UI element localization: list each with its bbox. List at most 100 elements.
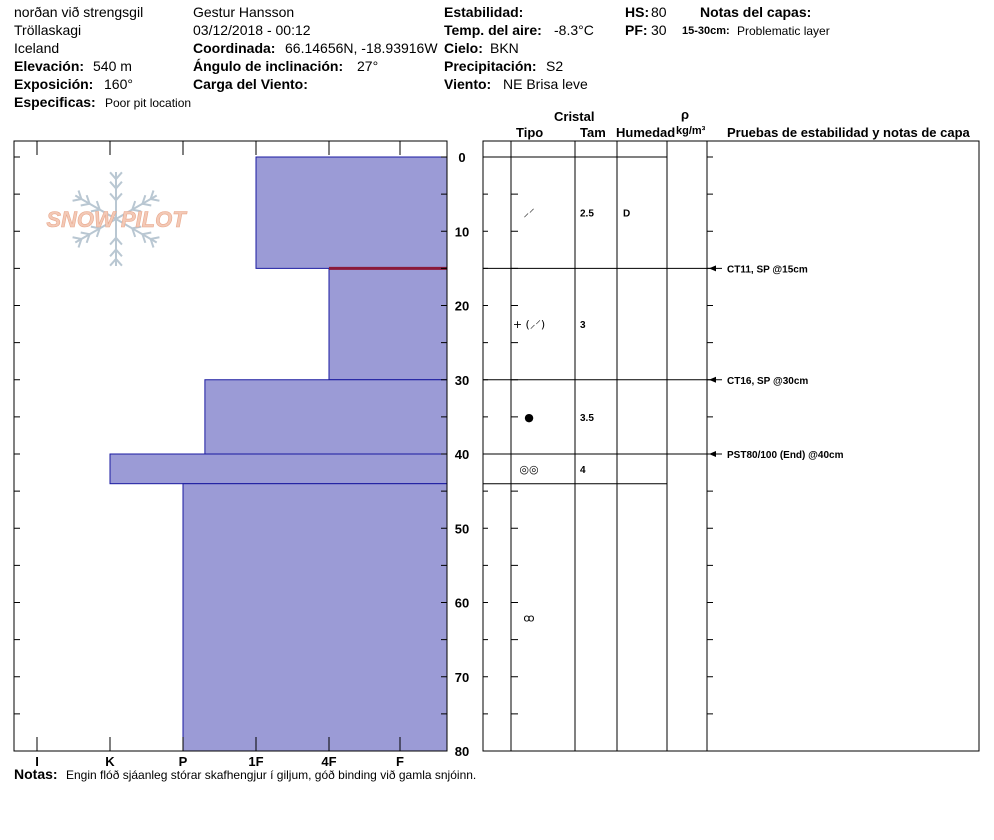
sky-label: Cielo: xyxy=(444,40,483,56)
snowpilot-logo: SNOW PILOT xyxy=(46,171,188,267)
crystal-size-value: 2.5 xyxy=(580,209,594,220)
depth-tick-label: 0 xyxy=(458,150,465,165)
specifics-label: Especificas: xyxy=(14,94,96,110)
country-name: Iceland xyxy=(14,40,60,56)
snowflake-branch xyxy=(109,181,117,190)
depth-tick-label: 30 xyxy=(455,373,469,388)
precipitation-value: S2 xyxy=(546,58,564,74)
snowflake-branch xyxy=(80,202,90,207)
test-arrow xyxy=(709,265,716,272)
coordinate-value: 66.14656N, -18.93916W xyxy=(285,40,438,56)
snowpilot-logo-text: SNOW PILOT xyxy=(46,207,187,232)
crystal-type-symbol: ꝏ xyxy=(523,611,534,624)
snowflake-branch xyxy=(150,236,160,240)
hardness-bar xyxy=(255,156,448,269)
stability-label: Estabilidad: xyxy=(444,4,524,20)
crystal-header: Cristal xyxy=(554,109,595,124)
hardness-tick-label: I xyxy=(35,754,39,769)
snowflake-branch xyxy=(150,198,160,202)
snowflake-branch xyxy=(115,248,123,257)
aspect-value: 160° xyxy=(104,76,133,92)
coordinate-label: Coordinada: xyxy=(193,40,276,56)
rho-header: ρ xyxy=(681,107,690,122)
layer-notes-label: Notas del capas: xyxy=(700,4,812,20)
hardness-bar xyxy=(109,453,448,485)
density-unit-header: kg/m³ xyxy=(676,125,706,137)
test-arrow xyxy=(709,451,716,457)
snowflake-branch xyxy=(85,194,91,205)
type-header: Tipo xyxy=(516,125,544,140)
pf-value: 30 xyxy=(651,22,667,38)
crystal-size-value: 4 xyxy=(580,465,586,476)
wind-value: NE Brisa leve xyxy=(503,76,588,92)
snowflake-branch xyxy=(115,237,123,246)
crystal-type-symbol: + (⸝⸍) xyxy=(513,318,545,331)
snowflake-branch xyxy=(109,258,117,267)
hardness-tick-label: K xyxy=(105,754,115,769)
tests-header: Pruebas de estabilidad y notas de capa xyxy=(727,125,970,140)
hs-value: 80 xyxy=(651,4,667,20)
snowflake-arm xyxy=(74,194,117,220)
crystal-size-value: 3 xyxy=(580,320,586,331)
hardness-bar xyxy=(328,267,448,381)
moisture-header: Humedad xyxy=(616,125,676,140)
pf-label: PF: xyxy=(625,22,648,38)
stability-test-label: PST80/100 (End) @40cm xyxy=(727,450,844,461)
wind-load-label: Carga del Viento: xyxy=(193,76,308,92)
depth-tick-label: 50 xyxy=(455,521,469,536)
hardness-profile xyxy=(109,156,448,752)
elevation-value: 540 m xyxy=(93,58,132,74)
snowflake-branch xyxy=(77,238,83,248)
snowflake-arm xyxy=(74,218,117,244)
snowflake-branch xyxy=(90,208,100,213)
depth-tick-label: 80 xyxy=(455,744,469,759)
elevation-label: Elevación: xyxy=(14,58,85,74)
snowflake-branch xyxy=(109,248,117,257)
snowflake-branch xyxy=(131,228,137,238)
crystal-type-symbol: ◎◎ xyxy=(519,463,538,476)
snowflake-branch xyxy=(77,190,83,200)
snowflake-branch xyxy=(72,198,82,202)
depth-tick-label: 60 xyxy=(455,596,469,611)
snowflake-branch xyxy=(142,202,152,207)
snowflake-branch xyxy=(85,233,91,244)
depth-tick-label: 20 xyxy=(455,299,469,314)
slope-angle-label: Ángulo de inclinación: xyxy=(193,58,344,74)
snowflake-branch xyxy=(115,171,123,180)
layer-note-text: Problematic layer xyxy=(737,24,830,38)
hardness-tick-label: P xyxy=(179,754,188,769)
snowflake-branch xyxy=(72,236,82,240)
depth-tick-label: 70 xyxy=(455,670,469,685)
precipitation-label: Precipitación: xyxy=(444,58,537,74)
hardness-tick-label: 1F xyxy=(248,754,263,769)
snowflake-branch xyxy=(115,258,123,267)
hardness-plot-frame xyxy=(13,140,448,752)
snowflake-branch xyxy=(109,192,117,201)
snowflake-branch xyxy=(109,237,117,246)
snowflake-branch xyxy=(90,225,100,230)
snowflake-arm xyxy=(115,194,158,220)
hardness-bar xyxy=(204,379,448,455)
layer-note-range: 15-30cm: xyxy=(682,25,730,37)
test-arrow xyxy=(709,376,716,383)
size-header: Tam xyxy=(580,125,606,140)
crystal-type-symbol: ⸝⸍ xyxy=(524,207,535,220)
snowflake-branch xyxy=(115,181,123,190)
wind-label: Viento: xyxy=(444,76,492,92)
depth-tick-label: 10 xyxy=(455,224,469,239)
snowflake-branch xyxy=(95,200,101,210)
specifics-value: Poor pit location xyxy=(105,96,192,110)
snowflake-branch xyxy=(80,231,90,236)
snowflake-branch xyxy=(115,192,123,201)
hardness-tick-label: 4F xyxy=(321,754,336,769)
moisture-value: D xyxy=(623,209,630,220)
stability-test-label: CT11, SP @15cm xyxy=(727,264,808,275)
snowflake-arm xyxy=(115,218,158,244)
air-temp-value: -8.3°C xyxy=(554,22,594,38)
observation-datetime: 03/12/2018 - 00:12 xyxy=(193,22,311,38)
notes-text: Engin flóð sjáanleg stórar skafhengjur í… xyxy=(66,768,477,782)
observer-name: Gestur Hansson xyxy=(193,4,295,20)
crystal-type-symbol: ● xyxy=(524,411,534,424)
snowflake-branch xyxy=(132,208,142,213)
